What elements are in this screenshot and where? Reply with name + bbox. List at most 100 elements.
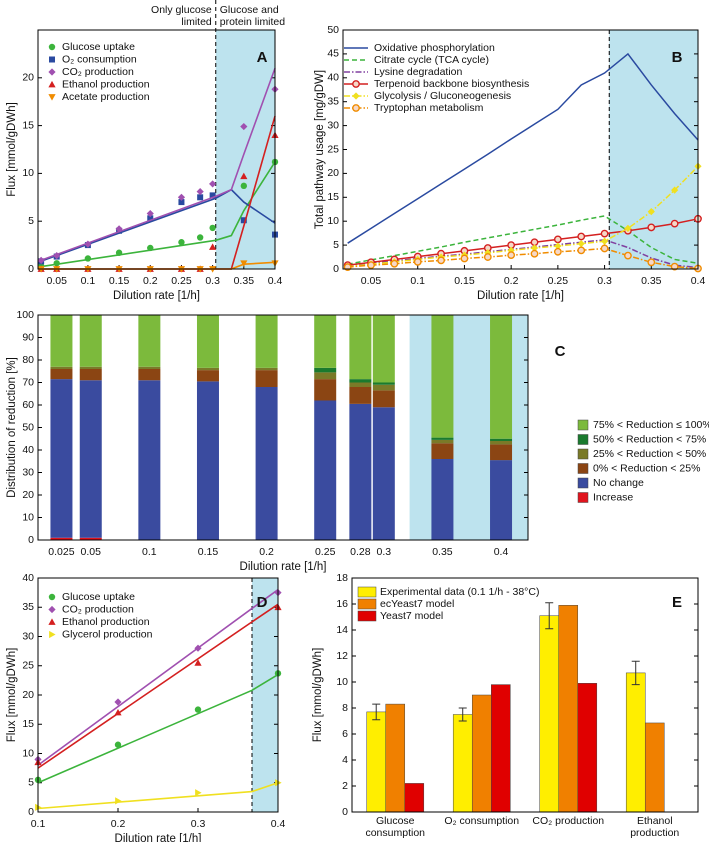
panel-label: B: [672, 49, 683, 66]
legend-label: Glucose uptake: [62, 41, 135, 53]
y-tick-label: 0: [28, 534, 34, 546]
limited-region: [252, 578, 278, 812]
x-tick-label: 0.25: [315, 546, 336, 558]
marker: [115, 249, 123, 256]
y-axis-label: Flux [mmol/gDWh]: [312, 648, 324, 743]
x-tick-label: 0.15: [109, 275, 130, 287]
marker: [209, 243, 217, 250]
x-tick-label-box: Glucose consumption: [365, 815, 425, 839]
bar-segment: [431, 459, 454, 540]
marker: [390, 259, 399, 268]
x-tick-label-box: CO₂ production: [532, 815, 604, 827]
bar-segment: [255, 370, 278, 387]
y-tick-label: 20: [22, 689, 34, 701]
marker: [146, 209, 154, 218]
marker: [600, 244, 609, 253]
marker: [483, 253, 492, 261]
y-tick-label: 35: [327, 95, 339, 107]
marker: [240, 122, 248, 131]
marker: [209, 180, 217, 188]
marker: [53, 252, 61, 260]
bar-segment: [372, 390, 395, 408]
bar: [644, 722, 665, 813]
y-tick-label: 10: [336, 676, 348, 688]
bar-segment: [490, 441, 513, 445]
bar: [625, 672, 646, 813]
y-tick-label: 5: [28, 215, 34, 227]
legend-label: 50% < Reduction < 75%: [593, 433, 706, 445]
legend-label: No change: [593, 477, 644, 489]
x-tick-label: 0.1: [410, 275, 425, 287]
marker: [114, 741, 122, 748]
annotation-box: Glucose and protein limited: [220, 4, 285, 28]
series-line: [347, 165, 699, 268]
y-tick-label: 18: [336, 572, 348, 584]
marker: [48, 68, 56, 76]
bar: [385, 703, 406, 813]
bar-segment: [79, 366, 102, 369]
bar-segment: [349, 315, 372, 380]
bar-segment: [314, 379, 337, 401]
plot-frame: [37, 29, 276, 270]
x-axis-label: Dilution rate [1/h]: [115, 833, 202, 842]
x-tick-label: 0.35: [234, 275, 255, 287]
y-tick-label: 20: [22, 489, 34, 501]
bar: [366, 711, 386, 813]
legend-swatch: [577, 419, 589, 431]
y-tick-label: 25: [22, 660, 34, 672]
marker: [460, 254, 469, 263]
legend-swatch: [357, 586, 377, 598]
x-tick-label: 0.3: [597, 275, 612, 287]
x-axis-label: Dilution rate [1/h]: [240, 561, 327, 573]
x-tick-label: 0.15: [454, 275, 475, 287]
legend-swatch: [577, 477, 589, 489]
panel-label: D: [257, 594, 268, 611]
x-tick-label: 0.2: [504, 275, 519, 287]
marker: [48, 618, 56, 625]
y-tick-label: 2: [342, 780, 348, 792]
fit-line: [37, 589, 279, 766]
y-tick-label: 15: [22, 718, 34, 730]
marker: [624, 251, 632, 260]
legend-label: 75% < Reduction ≤ 100%: [593, 419, 709, 431]
legend-label: Oxidative phosphorylation: [374, 42, 495, 54]
y-tick-label: 40: [22, 572, 34, 584]
y-tick-label: 0: [28, 806, 34, 818]
marker: [48, 94, 56, 101]
bar-segment: [490, 315, 513, 439]
bar-segment: [372, 382, 395, 385]
bar-segment: [138, 380, 161, 540]
x-tick-label: 0.3: [191, 818, 206, 830]
marker: [670, 262, 679, 271]
marker: [84, 255, 92, 262]
marker: [240, 217, 247, 224]
bar-segment: [349, 379, 372, 383]
marker: [194, 706, 202, 713]
marker: [209, 192, 216, 199]
y-tick-label: 15: [22, 119, 34, 131]
marker: [147, 244, 154, 252]
y-tick-label: 0: [342, 806, 348, 818]
x-tick-label: 0.25: [171, 275, 192, 287]
bar: [577, 683, 598, 813]
marker: [147, 215, 154, 222]
panel-label: C: [555, 343, 566, 360]
bar-segment: [314, 367, 337, 373]
bar-segment: [349, 403, 372, 540]
x-tick-label: 0.3: [377, 546, 392, 558]
marker: [367, 261, 375, 270]
y-tick-label: 50: [22, 421, 34, 433]
x-tick-label: 0.05: [361, 275, 382, 287]
x-tick-label-box: O₂ consumption: [444, 815, 519, 827]
marker: [178, 199, 185, 206]
marker: [413, 257, 422, 266]
x-tick-label: 0.1: [31, 818, 46, 830]
fit-line: [37, 161, 276, 268]
y-tick-label: 50: [327, 24, 339, 36]
bar-segment: [349, 382, 372, 387]
bar-segment: [255, 367, 278, 371]
error-bar: [372, 703, 381, 721]
error-bar: [631, 660, 640, 686]
legend-label: Terpenoid backbone biosynthesis: [374, 78, 529, 90]
